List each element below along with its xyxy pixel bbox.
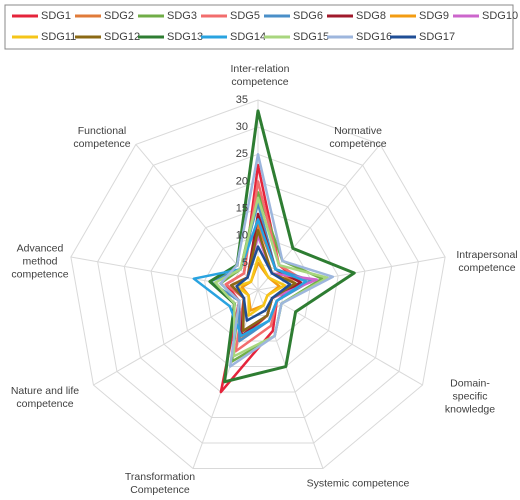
- legend-label: SDG5: [230, 10, 260, 22]
- series-line: [224, 180, 308, 353]
- spoke: [257, 289, 324, 469]
- grid-ring: [150, 180, 366, 393]
- axis-label: Advanced method competence: [11, 242, 69, 281]
- series-line: [208, 201, 313, 343]
- series-line: [192, 218, 308, 338]
- r-tick-label: 5: [242, 257, 248, 269]
- legend-label: SDG12: [104, 31, 140, 43]
- legend-label: SDG2: [104, 10, 134, 22]
- legend-label: SDG8: [356, 10, 386, 22]
- axis-label: Domain-specific knowledge: [444, 377, 496, 416]
- series-line: [240, 261, 281, 312]
- legend-label: SDG3: [167, 10, 197, 22]
- grid-ring: [70, 99, 446, 470]
- legend-label: SDG13: [167, 31, 203, 43]
- axis-label: Functional competence: [73, 125, 131, 150]
- grid-ring: [204, 235, 312, 342]
- legend-label: SDG15: [293, 31, 329, 43]
- legend-label: SDG10: [482, 10, 518, 22]
- legend-label: SDG11: [41, 31, 76, 43]
- series-line: [219, 191, 324, 363]
- spoke: [257, 289, 423, 386]
- axis-label: Transformation Competence: [124, 471, 196, 496]
- grid-ring: [97, 126, 419, 444]
- legend-label: SDG17: [419, 31, 455, 43]
- r-tick-label: 15: [236, 202, 248, 214]
- axis-label: Normative competence: [329, 125, 387, 150]
- grid-ring: [177, 208, 339, 368]
- series-line: [230, 229, 297, 333]
- r-tick-label: 20: [236, 175, 248, 187]
- axis-label: Intrapersonal competence: [456, 249, 518, 274]
- r-tick-label: 25: [236, 148, 248, 160]
- legend-label: SDG16: [356, 31, 392, 43]
- legend-label: SDG9: [419, 10, 449, 22]
- r-tick-label: 35: [236, 94, 248, 106]
- series-line: [235, 245, 292, 322]
- legend-label: SDG14: [230, 31, 266, 43]
- axis-label: Systemic competence: [306, 477, 410, 490]
- axis-label: Nature and life competence: [10, 385, 80, 410]
- series-line: [219, 153, 335, 368]
- axis-label: Inter-relation competence: [230, 63, 290, 88]
- grid-ring: [123, 153, 393, 419]
- series-line: [235, 256, 286, 317]
- r-tick-label: 10: [236, 230, 248, 242]
- legend-label: SDG1: [41, 10, 71, 22]
- r-tick-label: 30: [236, 121, 248, 133]
- legend-label: SDG6: [293, 10, 323, 22]
- legend-box: [4, 4, 514, 50]
